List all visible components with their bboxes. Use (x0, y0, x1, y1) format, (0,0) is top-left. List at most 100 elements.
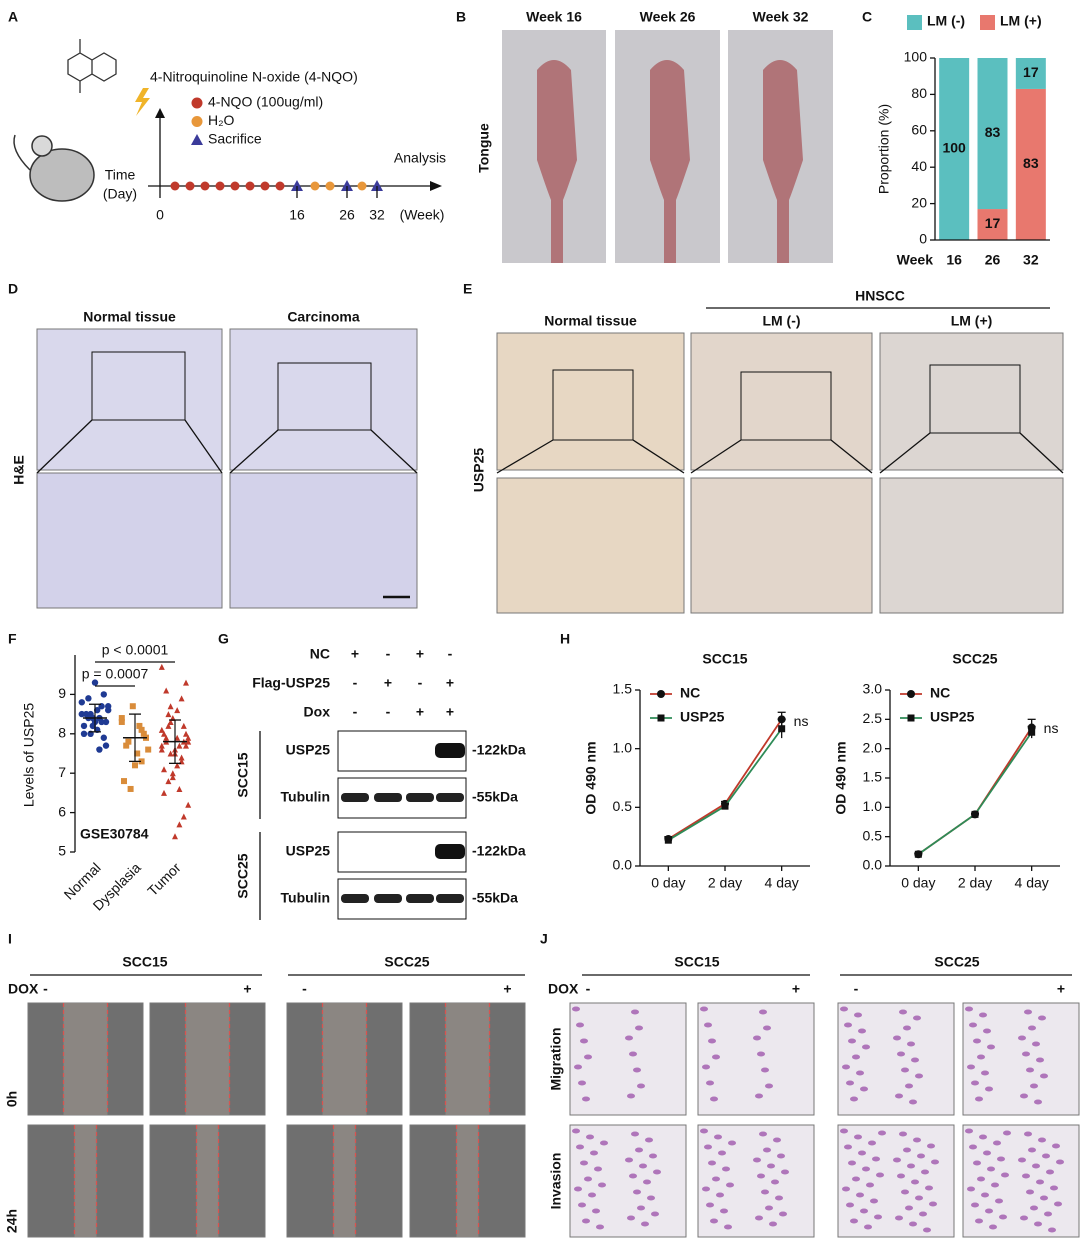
y-tick-label: 0.0 (863, 857, 883, 873)
x-tick-label: 2 day (708, 875, 742, 891)
sign: + (503, 981, 511, 997)
cell (997, 1156, 1005, 1162)
zoom-line (370, 429, 418, 474)
cell (1020, 1093, 1028, 1099)
cell (927, 1143, 935, 1149)
sign: + (384, 675, 392, 691)
protein-label: Tubulin (281, 890, 331, 906)
cell (846, 1080, 854, 1086)
time-label: Time (105, 167, 136, 183)
panel-label: G (218, 631, 229, 647)
comparison-label: p < 0.0001 (102, 642, 169, 658)
point (169, 774, 176, 781)
cell (639, 1163, 647, 1169)
timeline-dot (275, 181, 285, 191)
week-label: Week 26 (640, 9, 696, 25)
cell (1030, 1083, 1038, 1089)
y-axis-label: Proportion (%) (876, 104, 892, 194)
cell-label: SCC25 (934, 954, 979, 970)
cell (967, 1186, 975, 1192)
point (118, 718, 125, 725)
cell (755, 1215, 763, 1221)
point (167, 750, 174, 757)
cell (852, 1176, 860, 1182)
micrograph (36, 472, 223, 609)
point (78, 699, 86, 706)
cell (635, 1025, 643, 1031)
timeline-dot (200, 181, 210, 191)
sign: - (386, 646, 391, 662)
x-tick-label: 4 day (765, 875, 799, 891)
wound-gap (196, 1125, 219, 1237)
point (80, 730, 88, 737)
zoom-line (184, 419, 223, 474)
cell (627, 1215, 635, 1221)
cell (1036, 1057, 1044, 1063)
row-label: USP25 (471, 448, 487, 493)
wound-gap (445, 1003, 490, 1115)
point (971, 810, 979, 818)
cell (1001, 1172, 1009, 1178)
cell (1022, 1051, 1030, 1057)
cell-label: SCC25 (384, 954, 429, 970)
micrograph (690, 477, 873, 614)
cell (1044, 1211, 1052, 1217)
cell (903, 1025, 911, 1031)
cell (704, 1144, 712, 1150)
point (123, 742, 130, 749)
point (158, 746, 165, 753)
legend-marker (191, 97, 203, 109)
legend-label: USP25 (680, 709, 725, 725)
row-label: Flag-USP25 (252, 675, 330, 691)
wound-gap (185, 1003, 230, 1115)
cell (728, 1140, 736, 1146)
cell (840, 1006, 848, 1012)
point (80, 722, 88, 730)
cell (854, 1012, 862, 1018)
y-tick-label: 1.5 (863, 769, 883, 785)
cell (901, 1189, 909, 1195)
point (85, 695, 92, 702)
cell (629, 1173, 637, 1179)
point (98, 718, 105, 726)
y-tick-label: 7 (58, 764, 66, 780)
sign: - (353, 704, 358, 720)
cell (1046, 1169, 1054, 1175)
cell (995, 1198, 1003, 1204)
zoom-box (277, 362, 372, 431)
point (183, 679, 189, 686)
cell (706, 1080, 714, 1086)
y-axis-label: Levels of USP25 (21, 703, 37, 807)
panel-label: D (8, 281, 18, 297)
zoom-line (229, 429, 279, 474)
cell (897, 1051, 905, 1057)
cell (720, 1208, 728, 1214)
cell-label: SCC15 (235, 752, 251, 797)
y-tick-label: 0.5 (863, 827, 883, 843)
timeline-dot (325, 181, 335, 191)
line (917, 731, 1033, 856)
legend-label: NC (680, 685, 700, 701)
y-tick-label: 5 (58, 843, 66, 859)
point (102, 718, 110, 726)
lightning (135, 88, 150, 116)
cell (915, 1195, 923, 1201)
point (172, 833, 178, 840)
cell (765, 1083, 773, 1089)
cell (1003, 1130, 1011, 1136)
point (178, 754, 185, 761)
cell (929, 1201, 937, 1207)
point (140, 730, 147, 737)
cell (969, 1144, 977, 1150)
cell (907, 1041, 915, 1047)
point (778, 725, 786, 733)
cell (999, 1214, 1007, 1220)
cell (913, 1015, 921, 1021)
cell (712, 1176, 720, 1182)
cell (987, 1044, 995, 1050)
row-label: Migration (548, 1028, 564, 1091)
cell (901, 1067, 909, 1073)
timeline-marker (371, 180, 383, 191)
cell (905, 1205, 913, 1211)
mouse-tail (13, 134, 31, 171)
